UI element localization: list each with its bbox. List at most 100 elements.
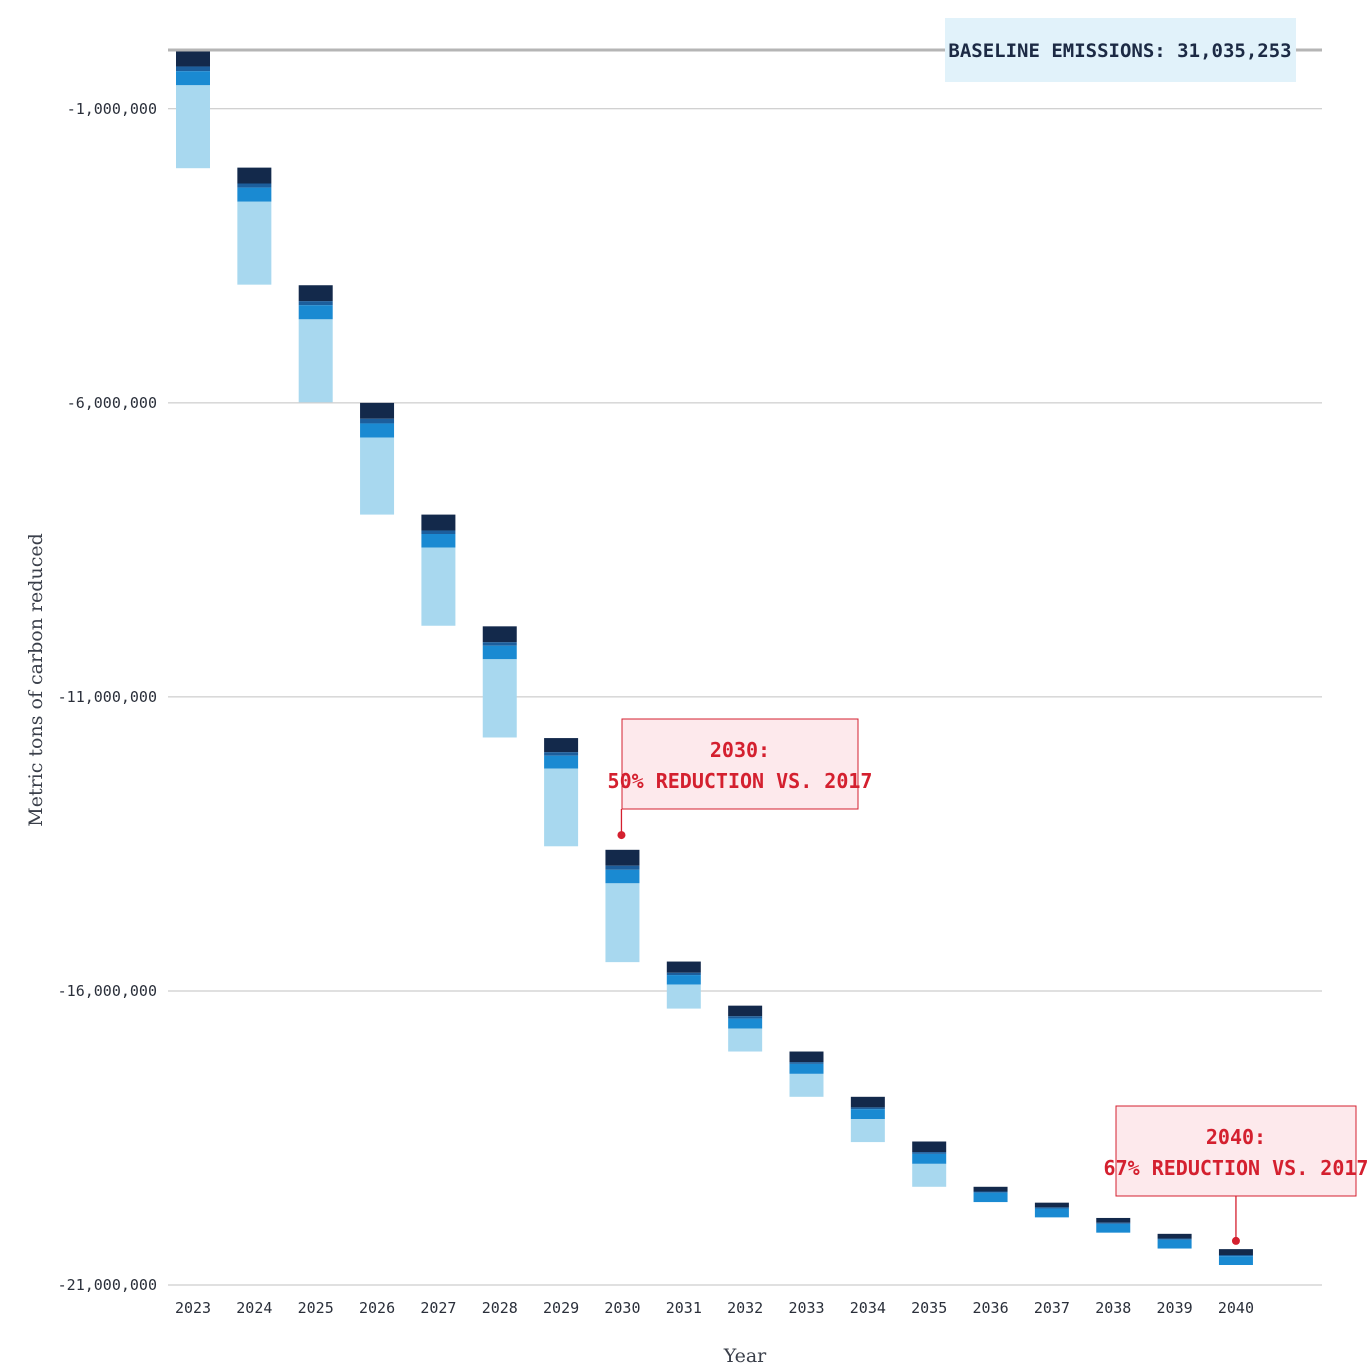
bar-segment-3 [360, 423, 395, 438]
bar-segment-4 [421, 547, 456, 626]
bars-layer [176, 50, 1253, 1266]
bar-group [605, 849, 640, 963]
x-tick-label: 2025 [298, 1299, 334, 1317]
bar-group [1034, 1202, 1069, 1218]
x-axis-title: Year [723, 1345, 767, 1367]
bar-segment-1 [605, 849, 640, 866]
y-tick-label: -21,000,000 [58, 1276, 157, 1294]
bar-segment-2 [605, 865, 640, 870]
y-axis-title: Metric tons of carbon reduced [25, 533, 47, 827]
bar-segment-2 [482, 642, 517, 646]
bar-group [850, 1096, 885, 1143]
bar-group [789, 1051, 824, 1097]
bar-segment-3 [850, 1109, 885, 1120]
callout-subtitle: 67% REDUCTION VS. 2017 [1104, 1156, 1369, 1180]
bar-segment-2 [973, 1191, 1008, 1193]
bar-segment-3 [605, 869, 640, 884]
bar-segment-3 [1157, 1239, 1192, 1249]
bar-segment-1 [728, 1005, 763, 1017]
bar-segment-3 [298, 305, 333, 320]
bar-segment-2 [298, 301, 333, 306]
bar-segment-1 [912, 1141, 947, 1153]
bar-segment-2 [360, 418, 395, 424]
callout-title: 2040: [1206, 1125, 1266, 1149]
bar-segment-2 [1157, 1238, 1192, 1240]
bar-segment-3 [1034, 1208, 1069, 1218]
x-tick-label: 2039 [1157, 1299, 1193, 1317]
bar-segment-1 [1218, 1249, 1253, 1256]
bar-segment-3 [421, 534, 456, 548]
bar-segment-1 [1157, 1233, 1192, 1239]
bar-segment-2 [789, 1062, 824, 1064]
bar-segment-1 [421, 514, 456, 531]
bar-group [237, 167, 272, 285]
bar-segment-1 [850, 1096, 885, 1108]
bar-segment-1 [1034, 1202, 1069, 1208]
bar-group [1096, 1217, 1131, 1233]
bar-segment-2 [850, 1107, 885, 1110]
bar-segment-4 [912, 1163, 947, 1187]
x-tick-label: 2034 [850, 1299, 886, 1317]
callout-box [621, 718, 859, 810]
bar-segment-3 [482, 645, 517, 660]
bar-segment-2 [237, 183, 272, 188]
bar-group [360, 402, 395, 515]
bar-segment-2 [728, 1016, 763, 1019]
callout-box [1115, 1105, 1357, 1197]
bar-segment-3 [1096, 1223, 1131, 1233]
bar-group [544, 738, 579, 847]
x-tick-label: 2030 [604, 1299, 640, 1317]
bar-group [482, 626, 517, 738]
bar-segment-4 [728, 1028, 763, 1052]
bar-segment-2 [1034, 1207, 1069, 1209]
x-tick-label: 2037 [1034, 1299, 1070, 1317]
bar-group [421, 514, 456, 626]
x-tick-label: 2028 [482, 1299, 518, 1317]
bar-segment-4 [482, 659, 517, 738]
bar-group [298, 285, 333, 403]
x-tick-label: 2029 [543, 1299, 579, 1317]
bar-group [912, 1141, 947, 1187]
bar-segment-4 [605, 883, 640, 963]
baseline-label-box [945, 18, 1296, 82]
y-axis-ticks: -1,000,000 -6,000,000 -11,000,000 -16,000,0… [58, 100, 157, 1294]
bar-segment-1 [176, 50, 210, 67]
y-tick-label: -16,000,000 [58, 982, 157, 1000]
bar-segment-4 [298, 319, 333, 403]
bar-segment-2 [421, 530, 456, 535]
bar-segment-2 [912, 1152, 947, 1154]
bar-segment-4 [176, 85, 210, 169]
bar-segment-1 [544, 738, 579, 753]
y-tick-label: -11,000,000 [58, 688, 157, 706]
bar-group [728, 1005, 763, 1052]
bar-segment-3 [1218, 1256, 1253, 1266]
x-tick-label: 2035 [911, 1299, 947, 1317]
x-tick-label: 2036 [972, 1299, 1008, 1317]
x-tick-label: 2026 [359, 1299, 395, 1317]
bar-group [973, 1186, 1008, 1203]
x-tick-label: 2024 [236, 1299, 272, 1317]
bar-segment-3 [666, 975, 701, 985]
bar-segment-3 [237, 187, 272, 202]
bar-segment-1 [298, 285, 333, 302]
bar-segment-1 [973, 1186, 1008, 1192]
bar-segment-4 [544, 768, 579, 847]
bar-segment-1 [666, 961, 701, 973]
x-tick-label: 2027 [420, 1299, 456, 1317]
bar-segment-3 [544, 755, 579, 769]
bar-group [666, 961, 701, 1009]
callout-dot [617, 831, 626, 840]
bar-segment-2 [666, 972, 701, 976]
bar-segment-1 [789, 1051, 824, 1063]
callout-dot [1231, 1236, 1240, 1245]
bar-segment-3 [728, 1018, 763, 1029]
bar-segment-1 [360, 402, 395, 419]
bar-segment-4 [237, 201, 272, 285]
y-tick-label: -1,000,000 [67, 100, 157, 118]
bar-group [176, 50, 210, 169]
callout-2030: 2030: 50% REDUCTION VS. 2017 [608, 718, 873, 840]
bar-segment-4 [789, 1073, 824, 1097]
baseline-label: BASELINE EMISSIONS: 31,035,253 [948, 40, 1291, 62]
callout-subtitle: 50% REDUCTION VS. 2017 [608, 769, 873, 793]
